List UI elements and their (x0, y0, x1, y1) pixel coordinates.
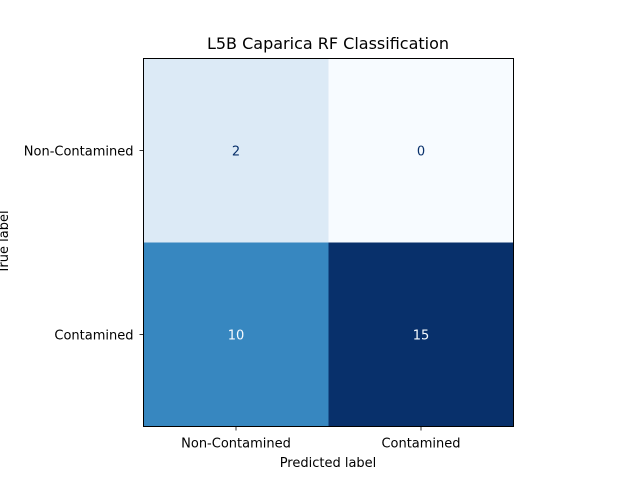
plot-frame (143, 58, 514, 427)
y-axis-label: True label (0, 210, 12, 274)
y-tick-label: Contamined (54, 329, 133, 344)
x-axis-ticks: Non-Contamined Contamined (181, 426, 461, 452)
heatmap-cell (143, 242, 329, 427)
cell-value-label: 0 (417, 145, 425, 160)
cell-value-label: 2 (232, 145, 240, 160)
x-axis-label: Predicted label (280, 456, 377, 471)
heatmap-cell (328, 58, 514, 243)
y-tick-label: Non-Contamined (24, 145, 134, 160)
heatmap-cells: 2 0 10 15 (143, 58, 514, 427)
x-tick-label: Contamined (381, 437, 460, 452)
heatmap-cell (328, 242, 514, 427)
chart-title: L5B Caparica RF Classification (207, 34, 449, 53)
heatmap-cell (143, 58, 329, 243)
cell-value-label: 10 (228, 329, 245, 344)
cell-value-label: 15 (413, 329, 430, 344)
y-axis-ticks: Non-Contamined Contamined (24, 145, 144, 344)
x-tick-label: Non-Contamined (181, 437, 291, 452)
